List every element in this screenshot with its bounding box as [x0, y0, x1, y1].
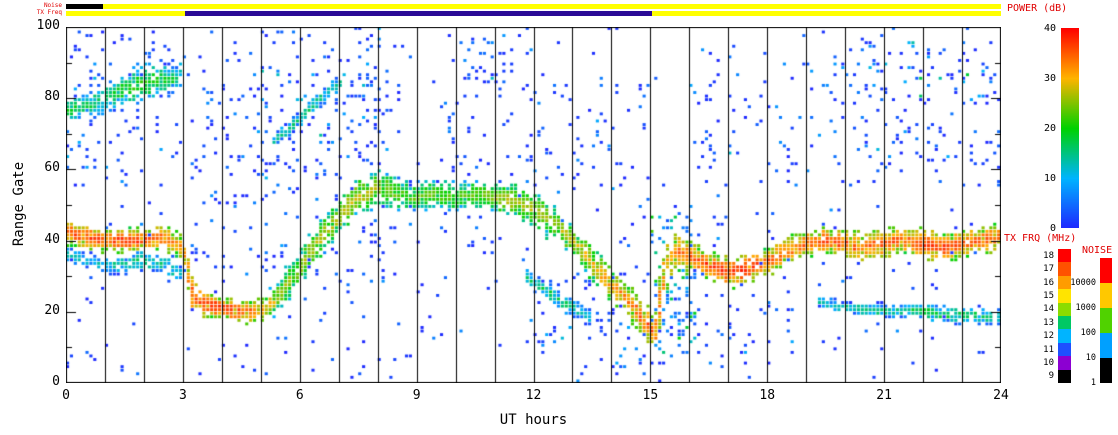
x-tick-label: 9 — [412, 388, 421, 403]
x-tick-label: 6 — [295, 388, 304, 403]
power-tick-label: 20 — [1043, 123, 1056, 134]
power-tick-label: 0 — [1049, 223, 1056, 234]
txfrq-tick-label: 10 — [1043, 357, 1054, 368]
noise-colorbar-segment — [1100, 258, 1112, 283]
noise-colorbar-title: NOISE — [1082, 245, 1113, 256]
txfrq-tick-label: 11 — [1043, 344, 1054, 355]
noise-tick-label: 100 — [1080, 328, 1096, 338]
noise-strip-label: Noise — [43, 2, 62, 9]
tx-freq-strip-segment — [66, 11, 185, 16]
power-tick-label: 40 — [1043, 23, 1056, 34]
x-tick-label: 24 — [993, 388, 1009, 403]
txfreq-strip-label: TX Freq — [36, 9, 62, 16]
noise-tick-label: 10000 — [1070, 278, 1096, 288]
txfrq-colorbar-title: TX FRQ (MHz) — [1004, 233, 1077, 244]
noise-strip-segment — [66, 4, 103, 9]
x-tick-label: 0 — [62, 388, 70, 403]
txfrq-colorbar-segment — [1058, 275, 1071, 290]
y-tick-label: 100 — [36, 18, 60, 33]
txfrq-colorbar — [1058, 249, 1071, 383]
noise-colorbar-segment — [1100, 308, 1112, 333]
power-tick-label: 10 — [1043, 173, 1056, 184]
power-tick-label: 30 — [1043, 73, 1056, 84]
txfrq-colorbar-segment — [1058, 249, 1071, 263]
noise-tick-label: 1 — [1090, 378, 1096, 388]
x-tick-label: 3 — [178, 388, 187, 403]
y-tick-label: 60 — [44, 160, 60, 176]
txfreq-status-strip — [66, 11, 1001, 16]
y-tick-label: 20 — [44, 302, 60, 318]
txfrq-colorbar-segment — [1058, 369, 1071, 383]
power-colorbar-title: POWER (dB) — [1007, 3, 1068, 14]
noise-colorbar-segment — [1100, 283, 1112, 308]
x-tick-label: 21 — [876, 388, 892, 403]
tx-freq-strip-segment — [184, 11, 653, 16]
y-axis-label: Range Gate — [11, 161, 27, 247]
txfrq-tick-label: 18 — [1043, 250, 1054, 261]
txfrq-colorbar-segment — [1058, 302, 1071, 316]
txfrq-colorbar-segment — [1058, 356, 1071, 370]
txfrq-tick-label: 16 — [1043, 277, 1054, 288]
x-tick-label: 18 — [759, 388, 776, 403]
noise-colorbar-segment — [1100, 358, 1112, 383]
x-tick-label: 12 — [525, 388, 542, 403]
txfrq-tick-label: 12 — [1043, 331, 1054, 342]
txfrq-tick-label: 9 — [1048, 371, 1054, 382]
noise-tick-label: 10 — [1085, 353, 1096, 363]
y-tick-label: 0 — [52, 374, 60, 389]
tx-freq-strip-segment — [652, 11, 1001, 16]
power-colorbar — [1061, 28, 1079, 228]
y-tick-label: 40 — [44, 231, 60, 247]
txfrq-colorbar-segment — [1058, 262, 1071, 276]
x-axis-label: UT hours — [499, 412, 568, 428]
noise-status-strip — [66, 4, 1001, 9]
rti-heatmap-canvas — [66, 27, 1001, 383]
noise-strip-segment — [103, 4, 1001, 9]
txfrq-colorbar-segment — [1058, 289, 1071, 303]
txfrq-tick-label: 17 — [1043, 264, 1054, 275]
txfrq-colorbar-segment — [1058, 316, 1071, 330]
txfrq-tick-label: 13 — [1043, 317, 1054, 328]
y-tick-label: 80 — [44, 89, 60, 105]
noise-colorbar-segment — [1100, 333, 1112, 358]
x-tick-label: 15 — [642, 388, 659, 403]
noise-colorbar — [1100, 258, 1112, 383]
txfrq-colorbar-segment — [1058, 342, 1071, 357]
txfrq-colorbar-segment — [1058, 329, 1071, 343]
noise-tick-label: 1000 — [1075, 303, 1096, 313]
txfrq-tick-label: 14 — [1043, 304, 1054, 315]
txfrq-tick-label: 15 — [1043, 290, 1054, 301]
